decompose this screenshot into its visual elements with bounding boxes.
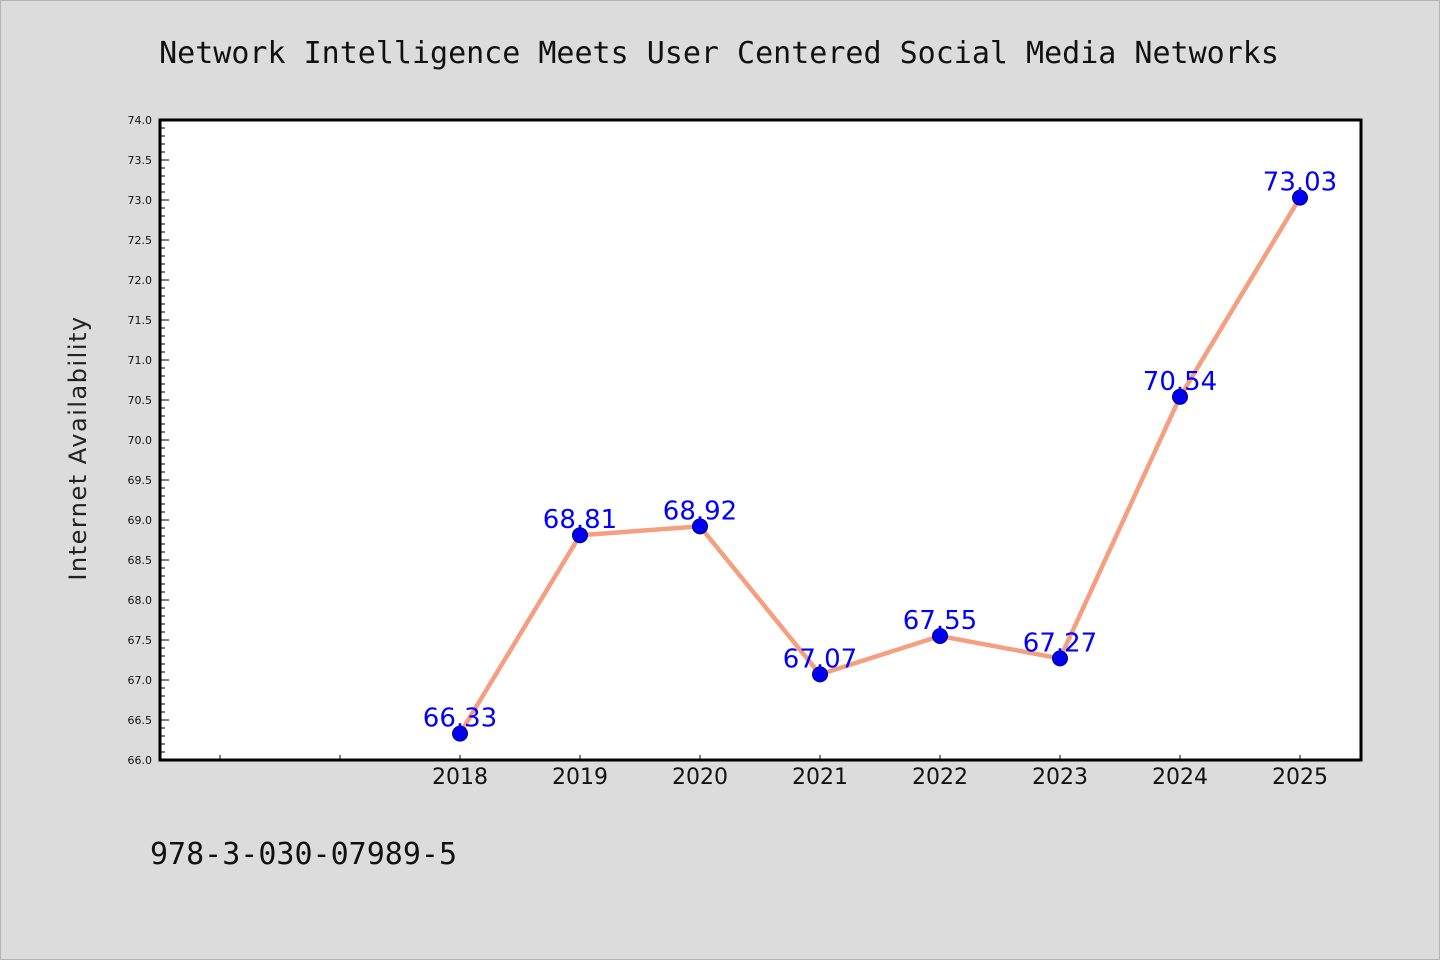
data-point-2023 <box>1052 650 1068 667</box>
y-tick-label: 70.5 <box>128 394 153 407</box>
y-tick-label: 71.5 <box>128 314 153 327</box>
plot-area <box>158 118 1363 762</box>
y-tick-label: 71.0 <box>128 354 153 367</box>
x-tick-label: 2024 <box>1152 765 1208 790</box>
x-tick-label: 2018 <box>432 765 488 790</box>
data-point-2021 <box>812 666 828 683</box>
data-label-2023: 67.27 <box>1023 628 1097 658</box>
x-tick-label: 2023 <box>1032 765 1088 790</box>
data-label-2018: 66.33 <box>423 704 497 734</box>
x-axis: 2018 2019 2020 2021 2022 2023 2024 2025 <box>219 755 1328 790</box>
x-tick-label: 2025 <box>1272 765 1328 790</box>
y-tick-label: 66.0 <box>128 754 153 767</box>
data-point-2020 <box>692 518 708 535</box>
y-tick-label: 68.0 <box>128 594 153 607</box>
data-point-2024 <box>1172 388 1188 405</box>
y-tick-label: 70.0 <box>128 434 153 447</box>
data-label-2019: 68.81 <box>543 505 617 535</box>
data-label-2021: 67.07 <box>783 644 857 674</box>
y-tick-label: 72.5 <box>128 234 153 247</box>
y-tick-label: 69.5 <box>128 474 153 487</box>
y-axis: 66.0 66.5 67.0 67.5 68.0 68.5 69.0 69.5 70.0 70.5… <box>128 114 169 767</box>
y-axis-label: Internet Availability <box>64 315 92 580</box>
y-tick-label: 67.0 <box>128 674 153 687</box>
data-label-2020: 68.92 <box>663 496 737 526</box>
data-point-2022 <box>932 628 948 644</box>
x-tick-label: 2020 <box>672 765 728 790</box>
data-labels-group: 66.33 68.81 68.92 67.07 67.55 67.27 70.54 73.03 <box>423 168 1337 734</box>
data-label-2025: 73.03 <box>1263 168 1337 198</box>
x-tick-label: 2022 <box>912 765 968 790</box>
y-tick-label: 68.5 <box>128 554 153 567</box>
chart-title: Network Intelligence Meets User Centered… <box>159 36 1279 71</box>
y-tick-label: 67.5 <box>128 634 153 647</box>
y-tick-label: 72.0 <box>128 274 153 287</box>
series-group <box>452 189 1308 742</box>
series-line <box>457 195 1303 736</box>
y-tick-label: 73.0 <box>128 194 153 207</box>
data-point-2018 <box>452 725 468 742</box>
isbn-footer: 978-3-030-07989-5 <box>150 837 457 872</box>
x-tick-label: 2021 <box>792 765 848 790</box>
y-tick-label: 73.5 <box>128 154 153 167</box>
y-tick-label: 66.5 <box>128 714 153 727</box>
data-point-2019 <box>572 527 588 544</box>
y-tick-label: 69.0 <box>128 514 153 527</box>
data-label-2022: 67.55 <box>903 606 977 636</box>
data-label-2024: 70.54 <box>1143 367 1217 397</box>
x-tick-label: 2019 <box>552 765 608 790</box>
data-point-2025 <box>1292 189 1308 206</box>
y-tick-label: 74.0 <box>128 114 153 127</box>
